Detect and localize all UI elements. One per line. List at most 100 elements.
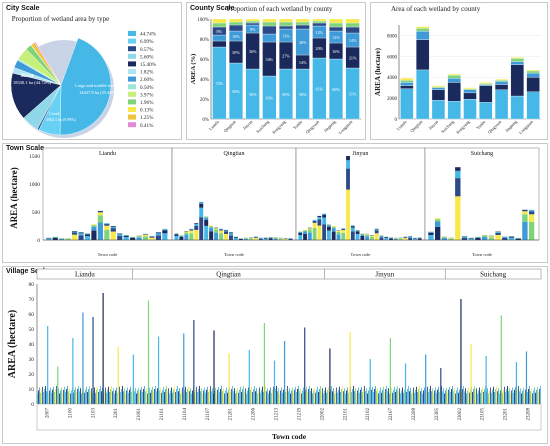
village-bar bbox=[418, 389, 419, 404]
x-tick-label: 22208 bbox=[412, 408, 417, 421]
stacked-bar-segment bbox=[510, 61, 524, 65]
village-bar bbox=[175, 392, 176, 404]
town-bar-segment bbox=[336, 231, 341, 235]
village-bar bbox=[376, 391, 377, 404]
x-tick-label: 21107 bbox=[206, 408, 211, 421]
y-tick-label: 60% bbox=[200, 58, 209, 63]
village-bar bbox=[276, 386, 277, 404]
village-bar bbox=[414, 392, 415, 404]
town-bar-segment bbox=[91, 226, 97, 231]
group-label: Qingtian bbox=[216, 271, 241, 279]
stacked-bar-segment bbox=[431, 100, 446, 120]
village-bar bbox=[482, 386, 483, 404]
village-bar bbox=[44, 389, 45, 404]
town-bar-segment bbox=[229, 232, 233, 234]
town-bar-segment bbox=[331, 226, 336, 229]
village-bar bbox=[280, 390, 281, 404]
village-bar bbox=[94, 387, 95, 404]
village-bar-spike bbox=[440, 368, 442, 404]
village-bar bbox=[449, 386, 450, 404]
village-bar bbox=[364, 386, 365, 404]
village-bar bbox=[296, 392, 297, 404]
village-bar bbox=[102, 388, 103, 404]
village-bar bbox=[220, 389, 221, 404]
town-bar-segment bbox=[369, 236, 374, 240]
village-bar bbox=[42, 386, 43, 404]
town-bar-segment bbox=[303, 233, 307, 240]
village-bar bbox=[404, 389, 405, 404]
village-bar bbox=[76, 392, 77, 404]
village-bar bbox=[260, 392, 261, 404]
town-bar-segment bbox=[374, 229, 379, 231]
town-bar-segment bbox=[104, 225, 110, 230]
village-bar bbox=[374, 389, 375, 404]
bar-data-label: 10% bbox=[232, 34, 240, 39]
village-bar bbox=[373, 392, 374, 404]
village-bar bbox=[431, 391, 432, 404]
village-bar bbox=[96, 389, 97, 404]
village-bar bbox=[176, 389, 177, 404]
village-bar bbox=[517, 389, 518, 404]
village-bar bbox=[89, 386, 90, 404]
village-bar bbox=[178, 391, 179, 404]
village-bar bbox=[117, 392, 118, 404]
stacked-bar-segment bbox=[245, 18, 260, 22]
village-bar bbox=[167, 391, 168, 404]
town-bar-segment bbox=[214, 227, 219, 229]
village-bar bbox=[397, 386, 398, 404]
village-bar bbox=[272, 389, 273, 404]
x-tick-label: 22002 bbox=[320, 408, 325, 421]
town-bar-segment bbox=[508, 237, 515, 240]
town-bar-segment bbox=[365, 234, 370, 235]
group-label: Suichang bbox=[480, 271, 507, 279]
village-bar bbox=[491, 392, 492, 404]
stacked-bar-segment bbox=[479, 84, 493, 86]
village-bar bbox=[496, 386, 497, 404]
village-bar bbox=[288, 391, 289, 404]
x-tick-label: Suichang bbox=[440, 119, 455, 134]
group-label: Qingtian bbox=[223, 151, 244, 157]
town-bar-segment bbox=[123, 235, 129, 236]
stacked-bar-segment bbox=[510, 95, 524, 120]
village-bar bbox=[422, 393, 423, 404]
stacked-bar-segment bbox=[400, 88, 414, 120]
group-frame bbox=[171, 147, 297, 241]
village-bar bbox=[459, 389, 460, 404]
village-bar bbox=[487, 388, 488, 404]
town-bar-segment bbox=[142, 236, 149, 240]
town-bar-segment bbox=[155, 232, 161, 234]
village-bar bbox=[144, 386, 145, 404]
town-bar-segment bbox=[248, 237, 253, 239]
pie-annotation: Creek bbox=[49, 111, 60, 116]
x-tick-label: 22102 bbox=[366, 408, 371, 421]
x-tick-label: Jingning bbox=[323, 119, 338, 134]
village-bar bbox=[85, 389, 86, 404]
village-bar bbox=[371, 389, 372, 404]
stacked-bar-segment bbox=[295, 21, 310, 26]
village-bar bbox=[488, 393, 489, 404]
town-bar-segment bbox=[307, 227, 312, 229]
village-bar bbox=[331, 386, 332, 404]
village-bar bbox=[312, 393, 313, 404]
town-bar-segment bbox=[72, 231, 78, 233]
town-bar-segment bbox=[307, 232, 312, 240]
village-bar bbox=[265, 386, 266, 404]
town-bar-segment bbox=[104, 223, 110, 225]
county-proportion-title: Proportion of each wetland by county bbox=[227, 5, 333, 13]
x-tick-label: 21001 bbox=[137, 408, 142, 421]
town-bar-segment bbox=[398, 238, 403, 240]
village-bar bbox=[232, 386, 233, 404]
village-bar bbox=[273, 386, 274, 404]
village-bar bbox=[319, 389, 320, 404]
village-bar bbox=[149, 387, 150, 404]
town-bar-segment bbox=[78, 235, 84, 240]
village-bar bbox=[391, 387, 392, 404]
stacked-bar-segment bbox=[463, 92, 477, 100]
town-bar-segment bbox=[97, 215, 103, 223]
village-bar bbox=[172, 392, 173, 404]
x-tick-label: 23208 bbox=[527, 408, 532, 421]
village-bar bbox=[325, 387, 326, 404]
village-bar bbox=[154, 389, 155, 404]
village-bar bbox=[239, 389, 240, 404]
town-bar-segment bbox=[434, 219, 441, 222]
